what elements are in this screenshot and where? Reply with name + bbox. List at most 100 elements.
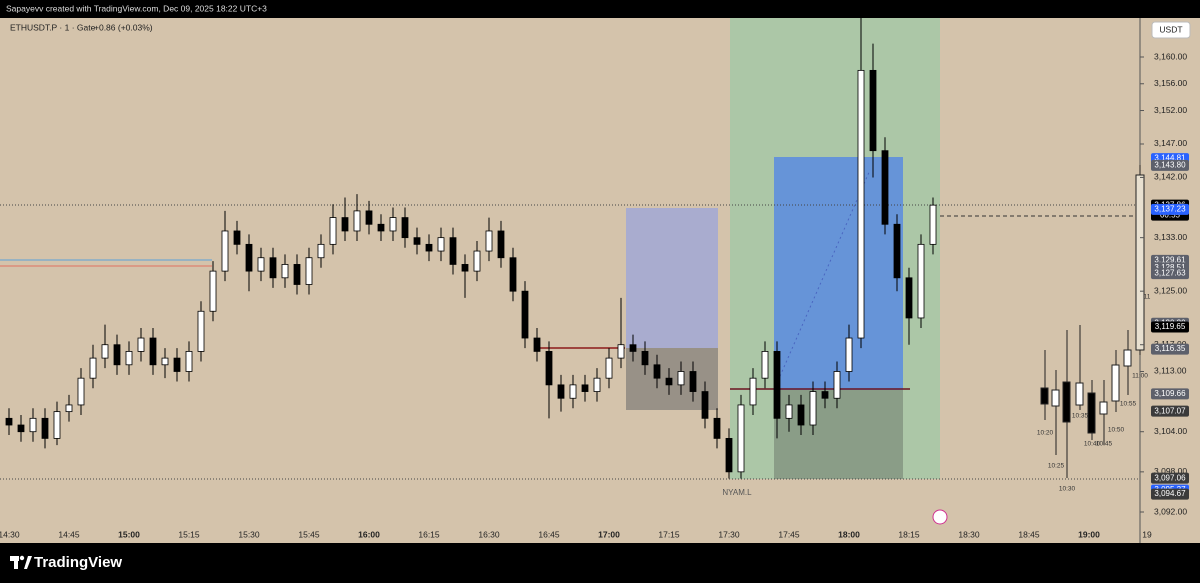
candle-body (629, 344, 637, 352)
candle-body (869, 69, 877, 152)
candle-body (785, 404, 793, 419)
price-badge (1151, 343, 1189, 355)
replay-icon[interactable] (932, 509, 948, 525)
bottom-bar (0, 543, 1200, 583)
y-tick-label: 3,125.00 (1154, 285, 1187, 295)
candle-body (389, 217, 397, 232)
x-tick-label: 14:45 (58, 529, 80, 539)
candle-body (125, 351, 133, 366)
currency[interactable]: USDT (1159, 24, 1182, 34)
candle-body (737, 404, 745, 473)
candle-body (653, 364, 661, 379)
candle-body (677, 371, 685, 386)
candle-body (65, 404, 73, 413)
candle-body (473, 250, 481, 272)
candle-body (545, 351, 553, 386)
logo (10, 555, 32, 569)
currency-button[interactable] (1151, 21, 1191, 39)
candle-body (521, 290, 529, 339)
candle-body (77, 377, 85, 406)
candle-body (905, 277, 913, 319)
candle-body (581, 384, 589, 392)
candle-body (641, 351, 649, 366)
candle-body (797, 404, 805, 426)
candle-body (101, 344, 109, 359)
x-tick-label: 16:00 (358, 529, 380, 539)
x-tick-label: 18:30 (958, 529, 980, 539)
candle-body (929, 204, 937, 245)
x-tick-label: 17:30 (718, 529, 740, 539)
x-tick-label: 18:00 (838, 529, 860, 539)
candle-body (857, 69, 865, 339)
candle-body (749, 377, 757, 406)
x-tick-label: 15:00 (118, 529, 140, 539)
price-badge-label: 3,144.81 (1154, 154, 1186, 163)
x-tick-label: 15:15 (178, 529, 200, 539)
trend-line (773, 169, 871, 391)
candle-body (113, 344, 121, 366)
y-tick-label: 3,133.00 (1154, 232, 1187, 242)
price-badge (1151, 388, 1189, 400)
price-badge-label: 3,128.51 (1154, 263, 1186, 272)
candle-body (233, 230, 241, 245)
candle-body (89, 357, 97, 379)
candle-body (881, 150, 889, 225)
x-tick-label: 16:45 (538, 529, 560, 539)
x-tick-label: 16:30 (478, 529, 500, 539)
overlay-time: 10:45 (1096, 441, 1113, 448)
price-badge-label: 3,097.06 (1154, 473, 1186, 482)
overlay-time: 10:50 (1108, 427, 1125, 434)
candle-body (437, 237, 445, 252)
candle-body (605, 357, 613, 379)
x-tick-label: 19:00 (1078, 529, 1100, 539)
annotation: NYAM.L (722, 488, 752, 497)
overlay-time: 11:00 (1132, 373, 1148, 380)
y-tick-label: 3,147.00 (1154, 138, 1187, 148)
candle-body (377, 223, 385, 232)
candle-body (497, 230, 505, 259)
candle-body (401, 217, 409, 239)
top-bar (0, 0, 1200, 18)
overlay-time: 10:25 (1048, 463, 1065, 470)
candle-body (845, 337, 853, 372)
target-box (774, 157, 903, 390)
candle-body (17, 424, 25, 433)
overlay-time: 10:40 (1084, 441, 1101, 448)
candle-body (893, 223, 901, 279)
candle-body (41, 417, 49, 439)
candle-body (461, 264, 469, 272)
candle-body (365, 210, 373, 225)
candle-body (281, 264, 289, 279)
price-badge (1151, 321, 1189, 333)
overlay-time: 10:35 (1072, 413, 1089, 420)
candle-body (773, 351, 781, 419)
x-tick-label: 18:15 (898, 529, 920, 539)
price-badge (1151, 488, 1189, 500)
candle-body (413, 237, 421, 245)
x-tick-label: 18:45 (1018, 529, 1040, 539)
candle-body (557, 384, 565, 399)
candle-body (293, 264, 301, 285)
candle-body (485, 230, 493, 252)
x-tick-label: 15:30 (238, 529, 260, 539)
candle-body (269, 257, 277, 279)
price-badge-label: 3,127.63 (1154, 269, 1186, 278)
stop-box (774, 390, 903, 479)
candle-body (173, 357, 181, 372)
credit: Sapayevv created with TradingView.com, D… (6, 3, 267, 13)
candle-body (53, 411, 61, 439)
candle-body (425, 243, 433, 252)
candle-body (137, 337, 145, 352)
price-badge (1151, 268, 1189, 280)
candle-body (761, 351, 769, 379)
y-tick-label: 3,142.00 (1154, 172, 1187, 182)
price-badge-label: 3,129.61 (1154, 255, 1186, 264)
candle-body (317, 243, 325, 259)
candle-body (617, 344, 625, 359)
price-badge-label: 3,116.35 (1155, 344, 1186, 353)
brand: TradingView (34, 554, 122, 571)
candle-body (689, 371, 697, 392)
candle-body (533, 337, 541, 352)
candle-body (353, 210, 361, 232)
change: +0.86 (+0.03%) (94, 22, 153, 32)
